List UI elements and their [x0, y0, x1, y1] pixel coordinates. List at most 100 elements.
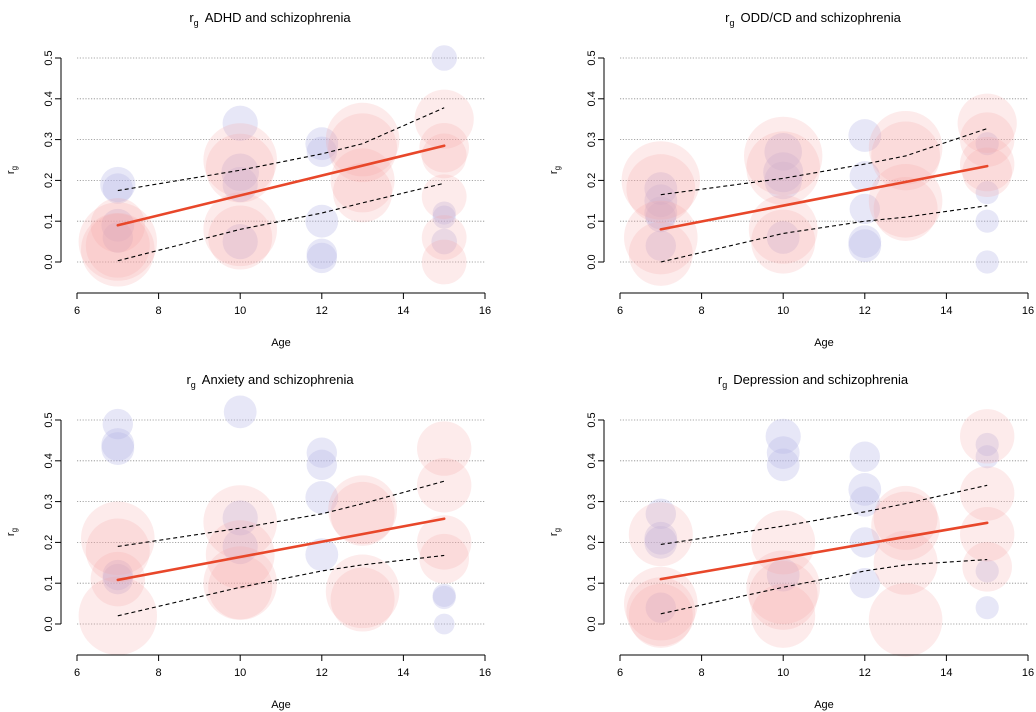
y-tick-label: 0.5 — [586, 50, 598, 65]
bubble-point — [644, 172, 678, 205]
bubble-point — [78, 576, 157, 656]
y-tick-label: 0.4 — [43, 91, 55, 106]
panel-title: rg ODD/CD and schizophrenia — [725, 10, 902, 28]
x-tick-label: 10 — [777, 667, 789, 679]
bubble-point — [203, 546, 277, 620]
y-label-r: r — [548, 532, 560, 536]
y-label-subscript: g — [10, 166, 19, 170]
x-tick-label: 8 — [699, 305, 705, 317]
bubble-point — [100, 166, 136, 203]
bubble-point — [849, 486, 880, 517]
bubble-point — [751, 209, 816, 274]
bubble-point — [78, 202, 157, 281]
bubble-point — [203, 123, 277, 197]
bubble-point — [306, 449, 337, 481]
bubble-point — [975, 209, 999, 233]
bubble-point — [764, 161, 802, 200]
bubble-point — [848, 119, 882, 152]
bubble-point — [975, 445, 999, 469]
bubble-point — [330, 148, 395, 213]
title-text: Depression and schizophrenia — [733, 372, 909, 387]
bubble-point — [333, 163, 393, 223]
y-tick-label: 0.0 — [43, 616, 55, 631]
bubble-point — [960, 112, 1015, 167]
bubble-point — [222, 500, 258, 536]
bubble-point — [306, 242, 337, 274]
bubble-point — [766, 436, 800, 470]
y-tick-label: 0.4 — [586, 453, 598, 468]
bubble-point — [102, 408, 133, 440]
ci-lower-line — [117, 182, 445, 262]
x-tick-label: 14 — [940, 305, 952, 317]
x-tick-label: 8 — [156, 305, 162, 317]
y-label-r: r — [5, 532, 17, 536]
x-tick-label: 16 — [479, 667, 491, 679]
bubble-point — [305, 204, 339, 238]
bubble-point — [751, 510, 816, 575]
title-r: r — [186, 372, 191, 387]
bubble-point — [306, 136, 337, 168]
title-text: ADHD and schizophrenia — [205, 10, 352, 25]
bubble-point — [849, 568, 880, 599]
ci-upper-line — [660, 128, 988, 196]
y-axis-label: rg — [548, 166, 562, 174]
title-subscript: g — [722, 380, 727, 390]
bubble-point — [628, 583, 693, 648]
y-label-r: r — [548, 170, 560, 174]
bubble-point — [330, 481, 395, 546]
bubble-point — [431, 228, 458, 255]
bubble-point — [849, 193, 880, 225]
title-subscript: g — [729, 18, 734, 28]
bubble-point — [962, 147, 1012, 198]
ci-upper-line — [117, 480, 445, 548]
bubble-point — [644, 196, 678, 230]
bubble-point — [763, 152, 804, 193]
panel-title: rg Anxiety and schizophrenia — [186, 372, 354, 390]
bubble-point — [960, 507, 1015, 562]
bubble-point — [628, 221, 693, 286]
bubble-point — [432, 585, 456, 610]
bubble-point — [849, 161, 880, 192]
x-tick-label: 14 — [397, 667, 409, 679]
x-tick-label: 8 — [156, 667, 162, 679]
bubble-point — [848, 229, 882, 263]
x-tick-label: 6 — [617, 667, 623, 679]
y-tick-label: 0.2 — [586, 173, 598, 188]
bubble-point — [848, 472, 882, 506]
x-tick-label: 8 — [699, 667, 705, 679]
y-tick-label: 0.4 — [586, 91, 598, 106]
y-tick-label: 0.0 — [43, 254, 55, 269]
bubble-point — [645, 498, 676, 530]
bubble-point — [848, 225, 882, 258]
bubble-point — [414, 89, 474, 149]
y-tick-label: 0.0 — [586, 616, 598, 631]
bubble-point — [744, 116, 823, 196]
title-text: Anxiety and schizophrenia — [202, 372, 355, 387]
ci-lower-line — [660, 558, 988, 615]
bubble-point — [765, 418, 801, 454]
bubble-point — [621, 141, 700, 220]
y-axis-label: rg — [5, 528, 19, 536]
bubble-point — [421, 215, 467, 260]
panel-odd-cd: 6 8 10 12 14 160.00.10.20.30.40.5rg ODD/CD and… — [548, 10, 1034, 349]
y-tick-label: 0.2 — [586, 535, 598, 550]
x-tick-label: 12 — [316, 667, 328, 679]
bubble-point — [645, 201, 676, 233]
bubble-point — [624, 200, 698, 275]
bubble-point — [868, 164, 943, 238]
bubble-point — [873, 176, 938, 241]
y-tick-label: 0.1 — [586, 576, 598, 591]
panel-title: rg Depression and schizophrenia — [718, 372, 909, 390]
bubble-point — [417, 458, 472, 513]
panel-adhd: 6 8 10 12 14 160.00.10.20.30.40.5rg ADHD and s… — [5, 10, 491, 349]
x-tick-label: 12 — [316, 305, 328, 317]
bubble-point — [432, 201, 456, 225]
x-axis-label: Age — [814, 337, 834, 349]
y-tick-label: 0.5 — [43, 412, 55, 427]
bubble-point — [975, 559, 999, 583]
bubble-point — [205, 520, 275, 590]
panel-anxiety: 6 8 10 12 14 160.00.10.20.30.40.5rg Anxiety an… — [5, 372, 491, 711]
y-tick-label: 0.2 — [43, 173, 55, 188]
trend-line — [659, 521, 989, 581]
bubble-point — [748, 194, 818, 264]
